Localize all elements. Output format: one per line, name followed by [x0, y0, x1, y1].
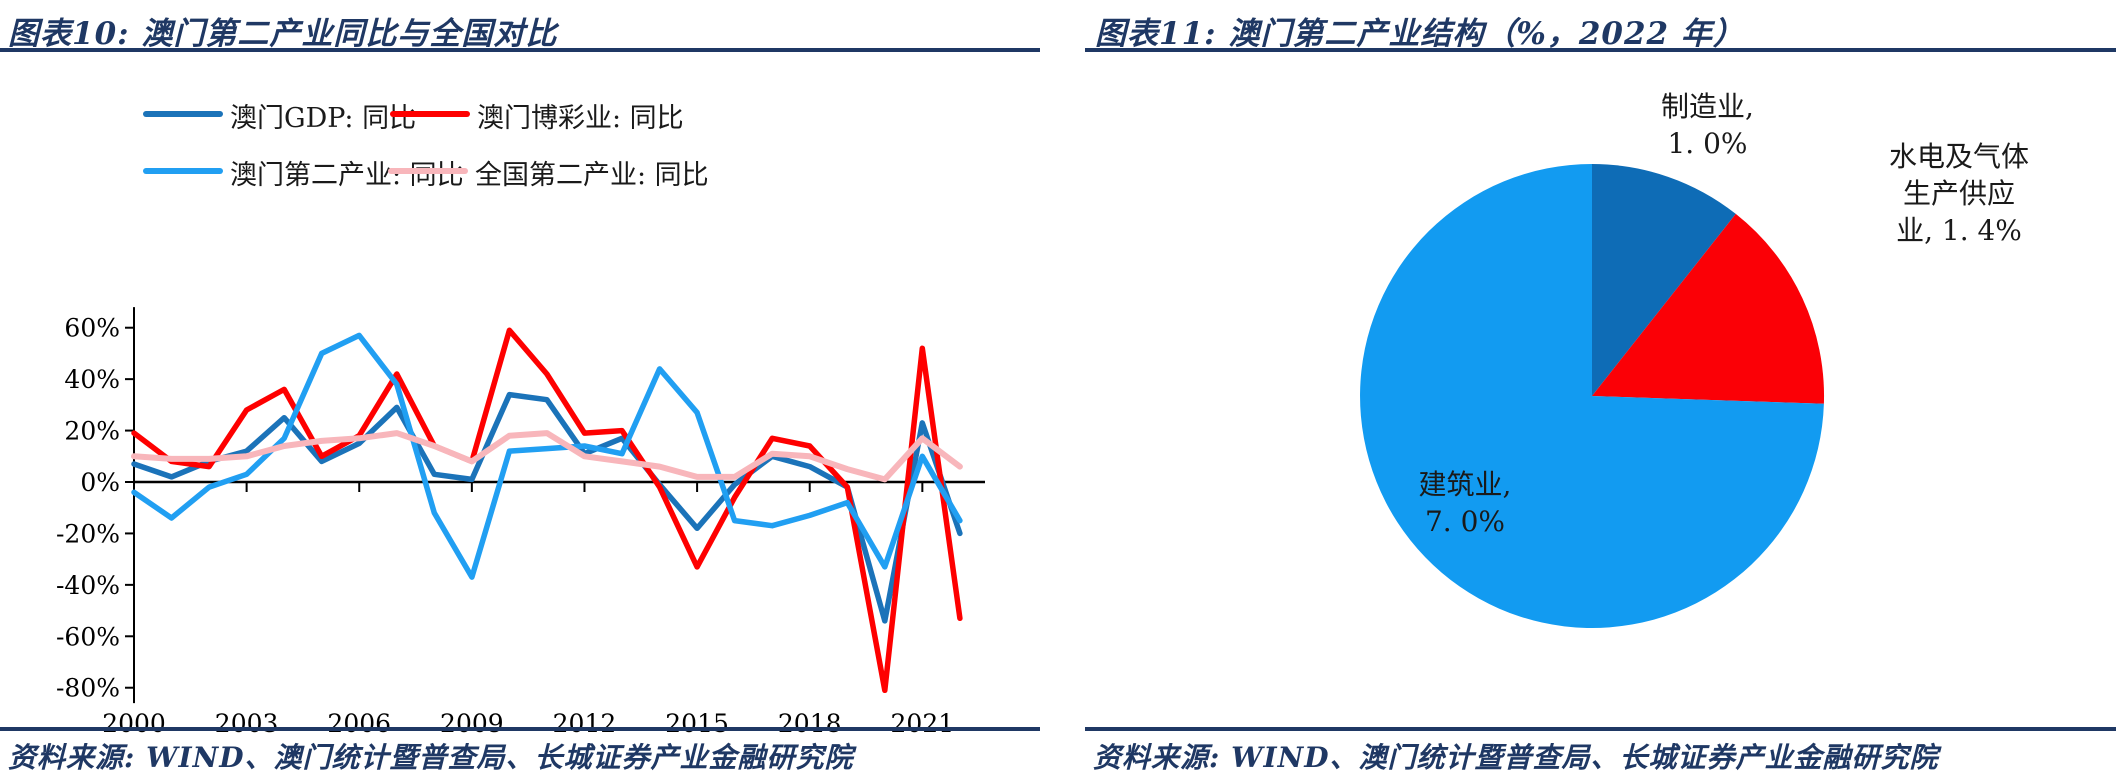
y-tick-label: -80% — [56, 674, 120, 703]
y-tick-label: -60% — [56, 622, 120, 651]
y-tick-label: 40% — [64, 365, 120, 394]
x-tick-label: 2006 — [327, 709, 391, 738]
pie-slice-水电及气体生产供应业 — [1592, 213, 1825, 404]
legend-swatch-4 — [388, 168, 468, 174]
x-tick-label: 2018 — [778, 709, 842, 738]
right-chart-title: 图表11: 澳门第二产业结构（%，2022 年） — [1095, 16, 1745, 52]
x-tick-label: 2009 — [440, 709, 504, 738]
pie-label-建筑业: 建筑业, 7. 0% — [1418, 468, 1512, 538]
line-chart-panel: 澳门GDP: 同比 澳门博彩业: 同比 澳门第二产业: 同比 全国第二产业: 同比 6… — [0, 60, 1040, 738]
line-chart: 60% 40% 20% 0% -20% -40% -60% -80% 2000 2003 2006 2… — [56, 307, 985, 738]
legend-swatch-3 — [143, 168, 223, 174]
left-source-rule — [0, 727, 1040, 731]
pie-slice-制造业 — [1592, 164, 1736, 396]
left-title-rule — [0, 48, 1040, 52]
series-全国第二产业: 同比 — [131, 430, 963, 483]
x-tick-label: 2021 — [891, 709, 955, 738]
left-source-text: 资料来源: WIND、澳门统计暨普查局、长城证券产业金融研究院 — [8, 741, 854, 774]
left-chart-title: 图表10: 澳门第二产业同比与全国对比 — [8, 16, 558, 52]
pie-label-水电及气体生产供应业: 水电及气体 生产供应 业, 1. 4% — [1888, 140, 2029, 247]
legend-label-3: 澳门第二产业: 同比 — [230, 160, 464, 191]
legend-label-1: 澳门GDP: 同比 — [230, 103, 417, 134]
series-澳门博彩业: 同比 — [131, 327, 963, 694]
series-澳门GDP: 同比 — [131, 391, 963, 624]
legend-swatch-2 — [390, 111, 470, 117]
pie-chart — [1360, 164, 1825, 628]
pie-label-制造业: 制造业, 1. 0% — [1661, 90, 1754, 160]
right-source-text: 资料来源: WIND、澳门统计暨普查局、长城证券产业金融研究院 — [1093, 741, 1939, 774]
y-tick-label: -40% — [56, 571, 120, 600]
legend-label-4: 全国第二产业: 同比 — [475, 160, 709, 191]
pie-slice-建筑业 — [1360, 164, 1824, 628]
x-tick-label: 2012 — [553, 709, 617, 738]
y-tick-label: 60% — [64, 314, 120, 343]
y-tick-label: 0% — [80, 468, 120, 497]
legend-swatch-1 — [143, 111, 223, 117]
right-source-rule — [1085, 727, 2116, 731]
legend-label-2: 澳门博彩业: 同比 — [477, 103, 684, 134]
y-tick-label: 20% — [64, 417, 120, 446]
x-tick-label: 2015 — [665, 709, 729, 738]
pie-chart-panel: 制造业, 1. 0% 水电及气体 生产供应 业, 1. 4% 建筑业, 7. 0% — [1085, 60, 2116, 720]
x-tick-label: 2000 — [102, 709, 166, 738]
x-tick-label: 2003 — [215, 709, 279, 738]
y-tick-label: -20% — [56, 519, 120, 548]
right-title-rule — [1085, 48, 2116, 52]
